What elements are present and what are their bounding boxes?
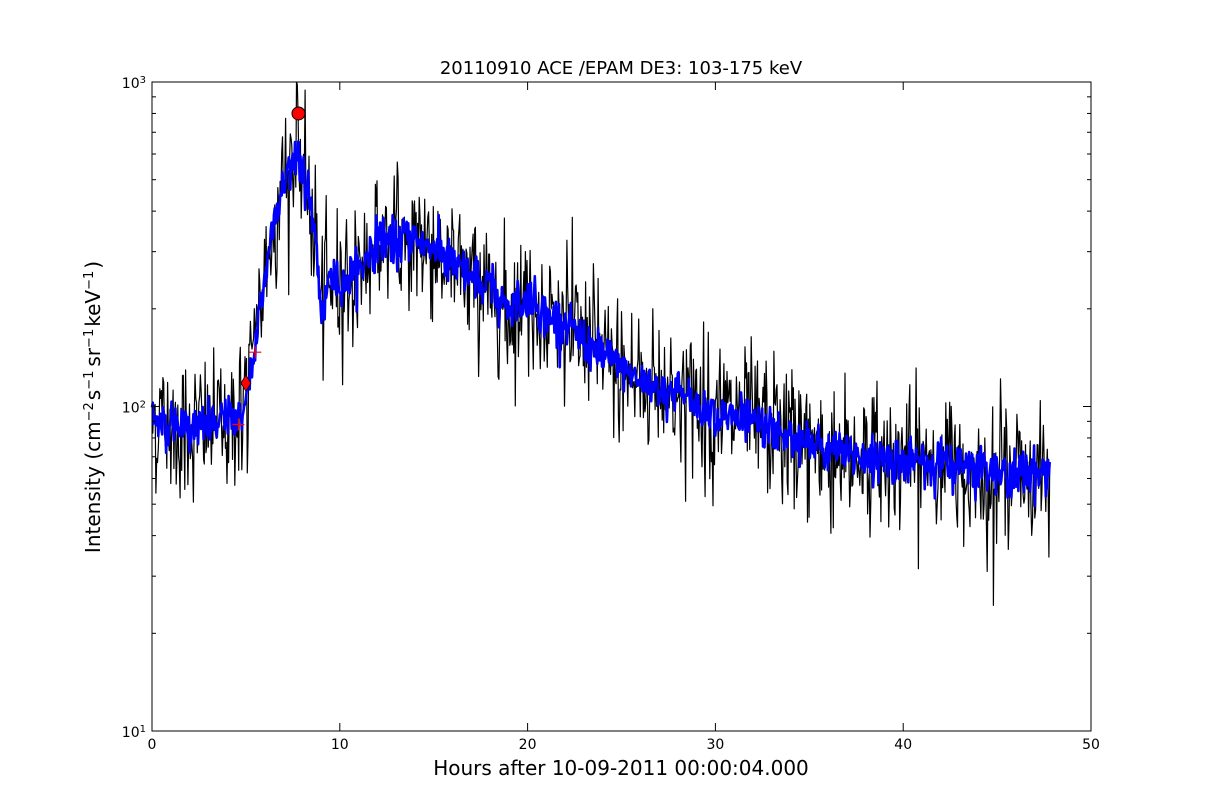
axis-ticks: 0 10 20 30 40 50 101 102 103 — [122, 75, 1100, 754]
marker-plus-2 — [232, 418, 245, 431]
x-tick-label: 20 — [519, 737, 537, 753]
x-tick-label: 0 — [148, 737, 157, 753]
data-layer — [150, 81, 1051, 606]
x-tick-label: 30 — [706, 737, 724, 753]
y-tick-label: 103 — [122, 75, 146, 93]
x-tick-label: 10 — [331, 737, 349, 753]
x-tick-label: 50 — [1082, 737, 1100, 753]
x-tick-label: 40 — [894, 737, 912, 753]
marker-diamond-1 — [240, 374, 252, 392]
series-smoothed-line — [150, 140, 1051, 508]
chart-title: 20110910 ACE /EPAM DE3: 103-175 keV — [440, 58, 803, 79]
y-axis-label: Intensity (cm−2s−1sr−1keV−1) — [81, 261, 105, 553]
marker-plus-3 — [249, 346, 262, 359]
x-axis-label: Hours after 10-09-2011 00:00:04.000 — [433, 756, 809, 780]
y-tick-label: 101 — [122, 724, 146, 742]
y-tick-label: 102 — [122, 399, 146, 417]
marker-circle-0 — [291, 106, 306, 121]
